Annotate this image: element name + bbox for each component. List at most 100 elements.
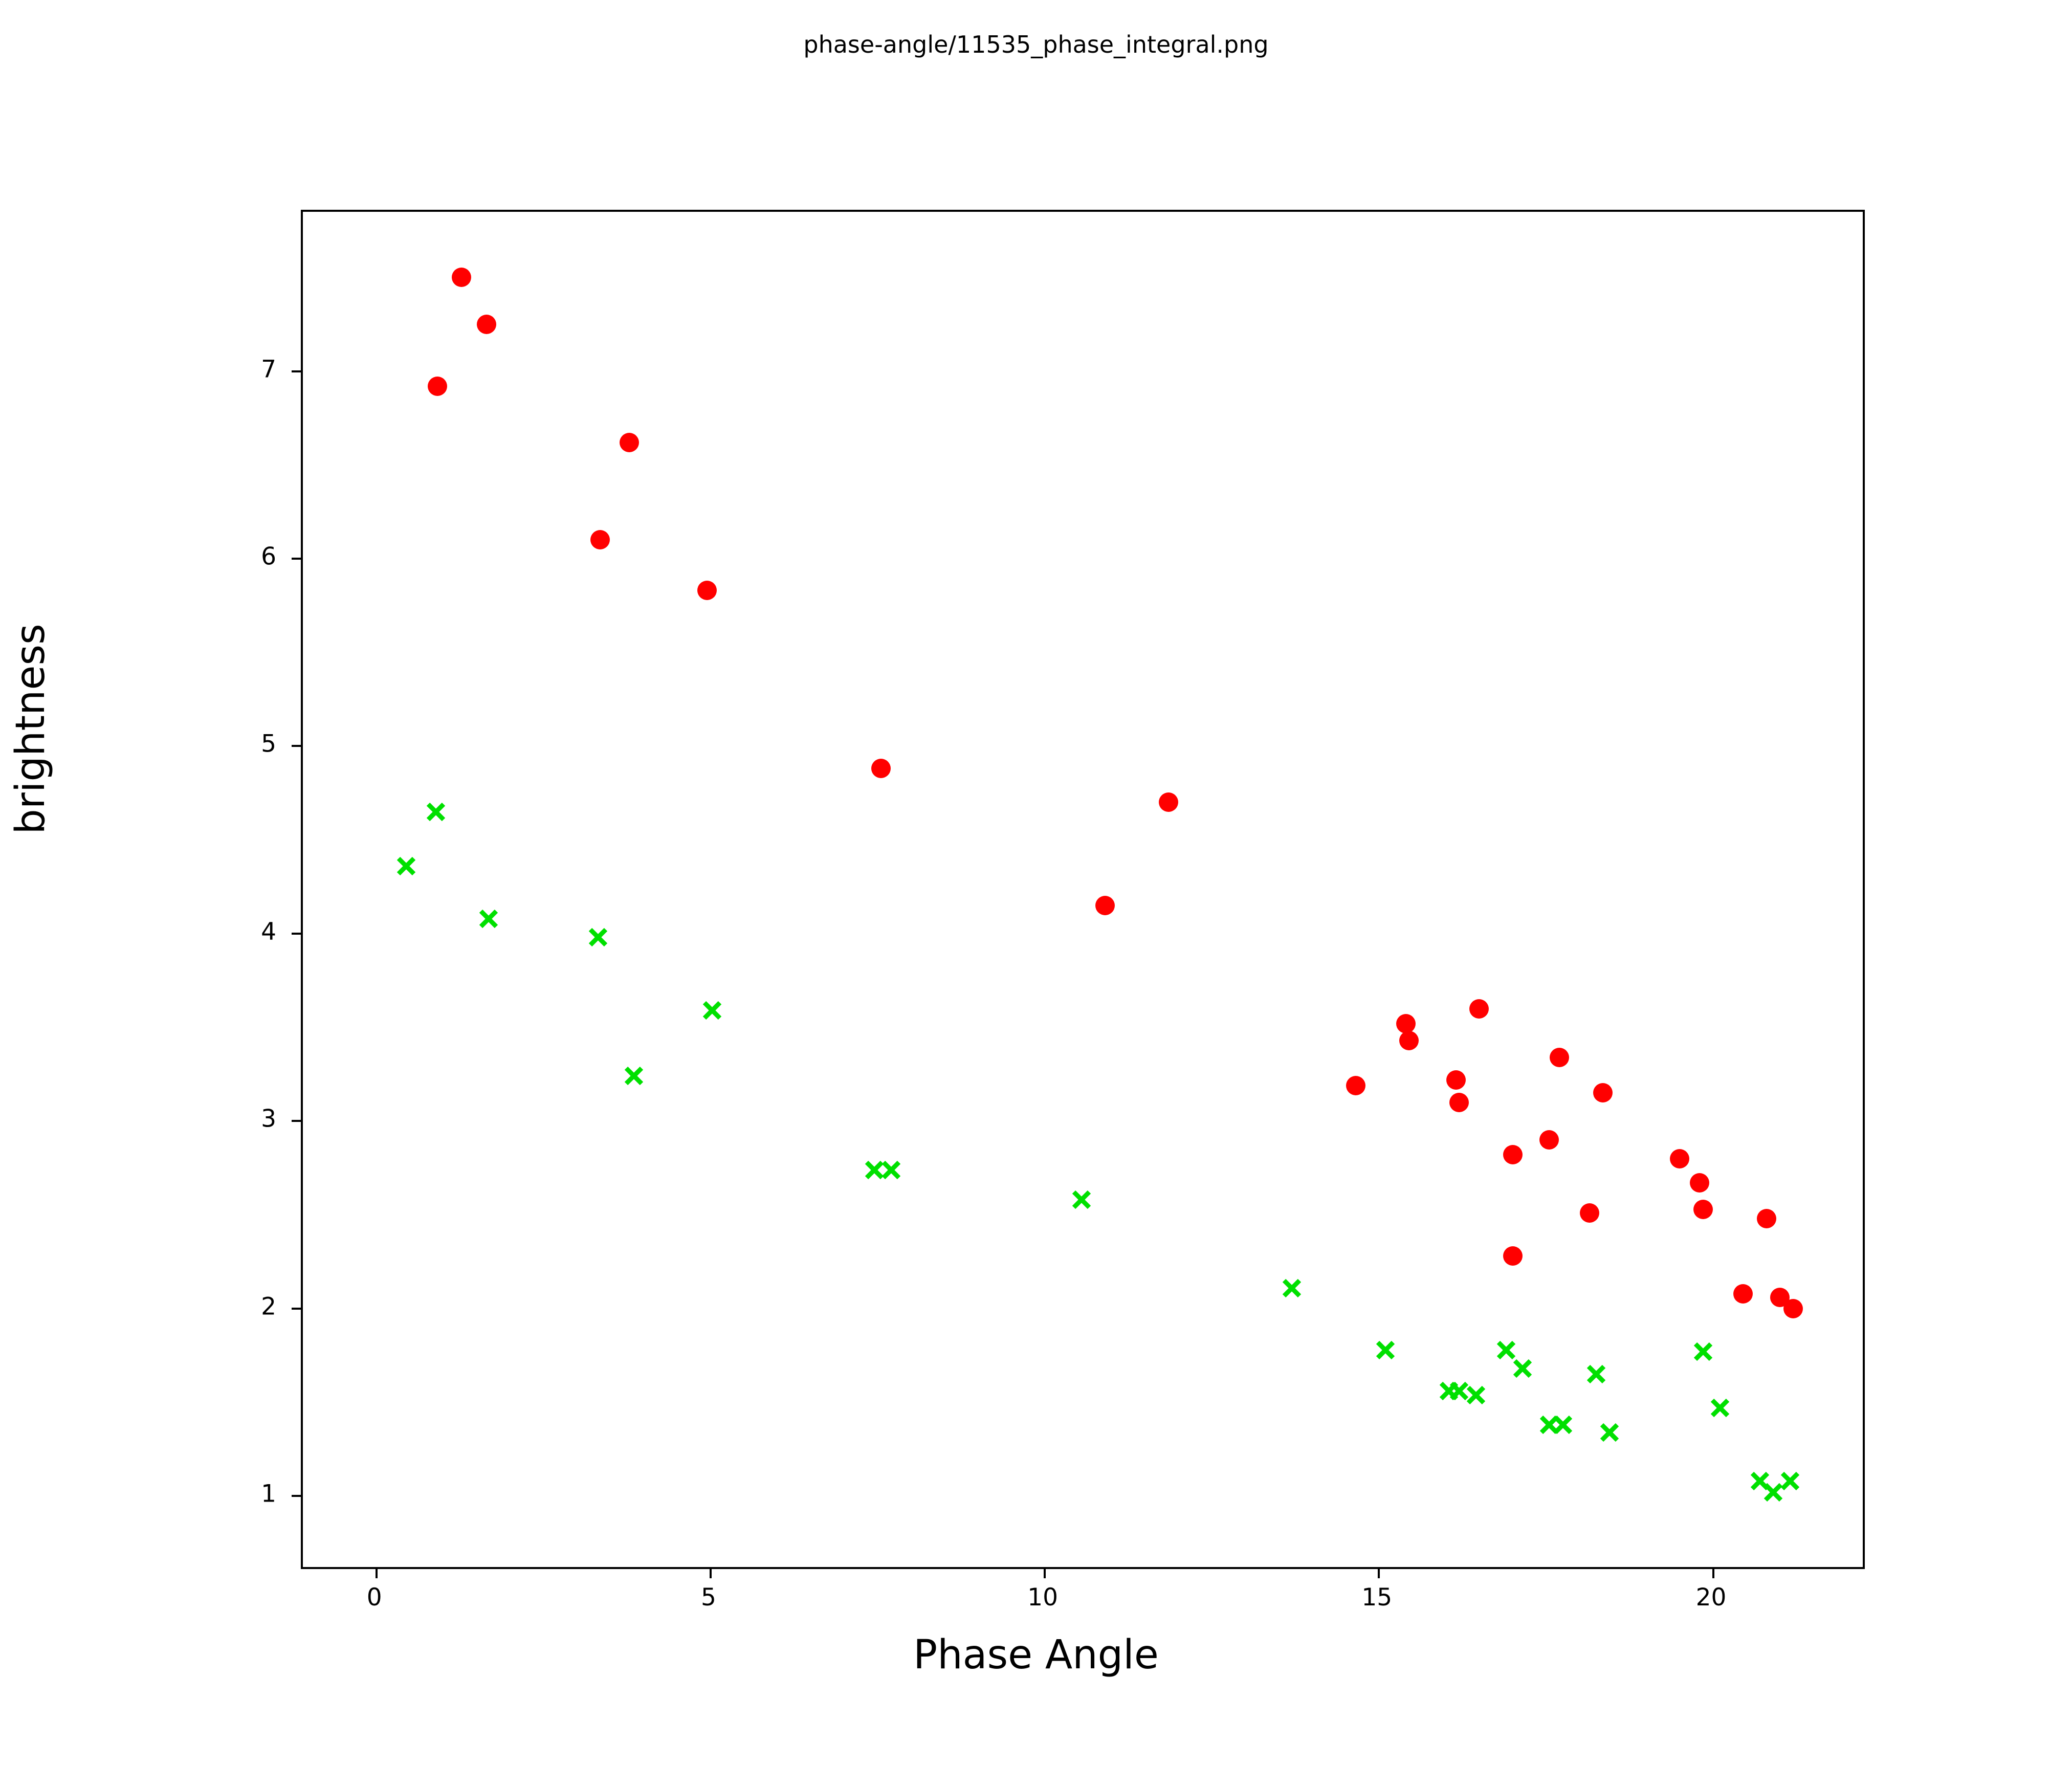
y-tick-label: 6 bbox=[261, 542, 276, 571]
data-point-cross bbox=[1552, 1414, 1574, 1436]
y-tick-mark bbox=[292, 1120, 303, 1122]
circle-glyph bbox=[1095, 895, 1115, 915]
circle-glyph bbox=[477, 314, 497, 334]
data-point-cross bbox=[1598, 1421, 1621, 1444]
data-point-circle bbox=[1503, 1145, 1523, 1165]
plot-frame bbox=[292, 210, 1865, 1578]
cross-glyph bbox=[1448, 1380, 1470, 1402]
cross-glyph bbox=[1779, 1470, 1801, 1492]
data-point-cross bbox=[1070, 1188, 1093, 1211]
x-tick-label: 5 bbox=[700, 1583, 716, 1612]
data-point-cross bbox=[623, 1065, 645, 1087]
cross-glyph bbox=[701, 999, 723, 1022]
x-tick-label: 15 bbox=[1361, 1583, 1393, 1612]
data-point-cross bbox=[880, 1159, 902, 1181]
cross-glyph bbox=[1465, 1384, 1487, 1406]
data-point-circle bbox=[1346, 1075, 1365, 1095]
circle-glyph bbox=[1503, 1145, 1523, 1165]
y-tick-mark bbox=[292, 745, 303, 747]
cross-glyph bbox=[1692, 1340, 1714, 1363]
x-tick-mark bbox=[1712, 1567, 1714, 1578]
x-tick-mark bbox=[1378, 1567, 1380, 1578]
data-point-circle bbox=[871, 759, 891, 779]
circle-glyph bbox=[1158, 792, 1178, 812]
circle-glyph bbox=[1503, 1246, 1523, 1266]
circle-glyph bbox=[871, 759, 891, 779]
cross-glyph bbox=[1511, 1357, 1534, 1380]
cross-glyph bbox=[425, 801, 447, 823]
cross-glyph bbox=[1495, 1339, 1517, 1361]
cross-glyph bbox=[477, 908, 500, 930]
circle-glyph bbox=[1670, 1149, 1690, 1168]
data-point-cross bbox=[477, 908, 500, 930]
x-tick-mark bbox=[709, 1567, 712, 1578]
circle-glyph bbox=[619, 432, 639, 452]
data-point-circle bbox=[1690, 1173, 1710, 1193]
data-point-circle bbox=[451, 268, 471, 288]
circle-glyph bbox=[1539, 1130, 1559, 1150]
cross-glyph bbox=[1552, 1414, 1574, 1436]
data-point-circle bbox=[697, 581, 717, 601]
data-point-circle bbox=[590, 530, 610, 550]
data-point-cross bbox=[1779, 1470, 1801, 1492]
circle-glyph bbox=[451, 268, 471, 288]
cross-glyph bbox=[880, 1159, 902, 1181]
circle-glyph bbox=[1690, 1173, 1710, 1193]
y-tick-mark bbox=[292, 1307, 303, 1310]
y-tick-label: 1 bbox=[261, 1480, 276, 1508]
data-point-cross bbox=[1511, 1357, 1534, 1380]
cross-glyph bbox=[1070, 1188, 1093, 1211]
data-point-cross bbox=[863, 1159, 886, 1181]
data-point-cross bbox=[395, 855, 417, 877]
y-tick-label: 2 bbox=[261, 1292, 276, 1321]
data-point-cross bbox=[1374, 1339, 1397, 1361]
cross-glyph bbox=[623, 1065, 645, 1087]
circle-glyph bbox=[1733, 1284, 1753, 1304]
y-tick-label: 4 bbox=[261, 917, 276, 946]
data-point-cross bbox=[1709, 1397, 1731, 1419]
data-point-circle bbox=[1503, 1246, 1523, 1266]
data-point-cross bbox=[587, 926, 609, 948]
data-point-circle bbox=[1158, 792, 1178, 812]
circle-glyph bbox=[1469, 999, 1489, 1019]
circle-glyph bbox=[1449, 1092, 1469, 1112]
cross-glyph bbox=[1585, 1363, 1607, 1385]
cross-glyph bbox=[587, 926, 609, 948]
x-tick-mark bbox=[375, 1567, 378, 1578]
data-point-cross bbox=[701, 999, 723, 1022]
data-point-cross bbox=[1465, 1384, 1487, 1406]
cross-glyph bbox=[395, 855, 417, 877]
circle-glyph bbox=[1693, 1199, 1713, 1219]
circle-glyph bbox=[1446, 1070, 1466, 1090]
y-tick-mark bbox=[292, 557, 303, 560]
y-tick-label: 5 bbox=[261, 730, 276, 758]
x-axis-label: Phase Angle bbox=[913, 1632, 1159, 1678]
data-point-circle bbox=[1469, 999, 1489, 1019]
circle-glyph bbox=[427, 376, 447, 396]
data-point-circle bbox=[477, 314, 497, 334]
data-point-cross bbox=[1585, 1363, 1607, 1385]
data-point-cross bbox=[1495, 1339, 1517, 1361]
y-tick-mark bbox=[292, 370, 303, 372]
data-point-cross bbox=[1448, 1380, 1470, 1402]
data-point-circle bbox=[1593, 1083, 1613, 1103]
data-point-circle bbox=[1693, 1199, 1713, 1219]
circle-glyph bbox=[1396, 1013, 1416, 1033]
data-point-circle bbox=[1783, 1298, 1803, 1318]
data-point-circle bbox=[1757, 1209, 1777, 1228]
data-point-cross bbox=[425, 801, 447, 823]
cross-glyph bbox=[1281, 1277, 1303, 1299]
circle-glyph bbox=[1346, 1075, 1365, 1095]
data-point-circle bbox=[1550, 1047, 1570, 1067]
x-tick-mark bbox=[1044, 1567, 1046, 1578]
cross-glyph bbox=[1374, 1339, 1397, 1361]
data-point-circle bbox=[1670, 1149, 1690, 1168]
data-point-circle bbox=[1095, 895, 1115, 915]
data-point-circle bbox=[427, 376, 447, 396]
y-tick-mark bbox=[292, 932, 303, 935]
cross-glyph bbox=[863, 1159, 886, 1181]
data-point-circle bbox=[1399, 1030, 1419, 1050]
x-tick-label: 10 bbox=[1027, 1583, 1059, 1612]
circle-glyph bbox=[1399, 1030, 1419, 1050]
